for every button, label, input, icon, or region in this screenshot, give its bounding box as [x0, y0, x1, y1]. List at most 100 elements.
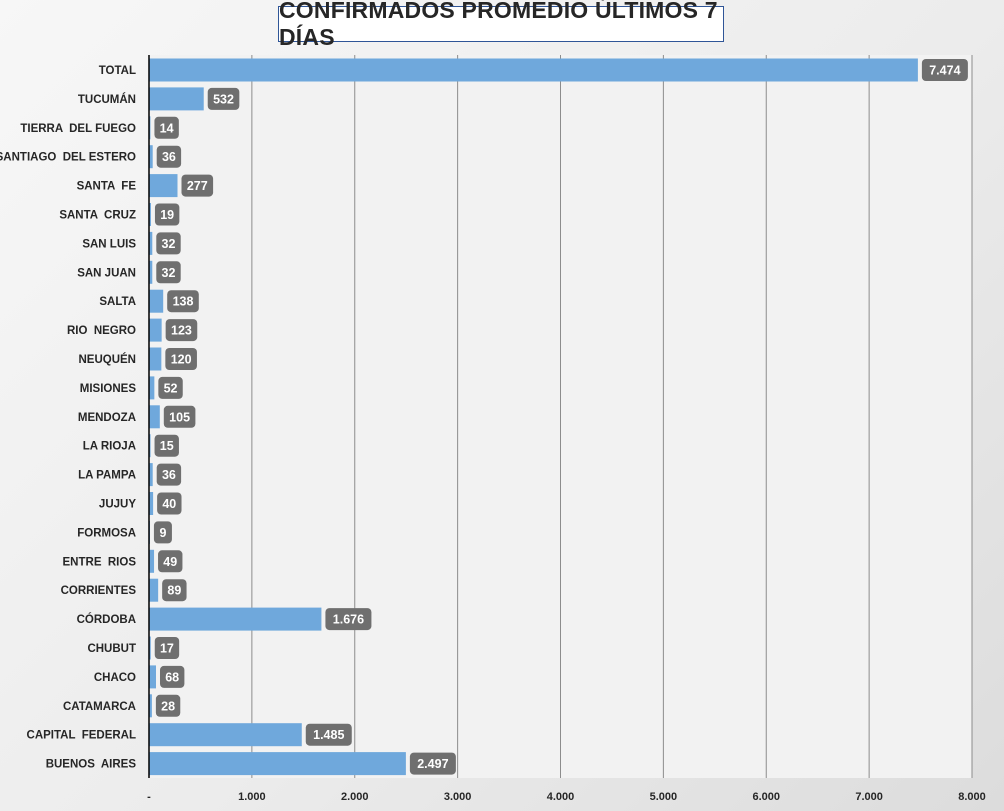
value-label: 52 — [164, 381, 178, 395]
category-label: SAN LUIS — [82, 238, 136, 250]
bar — [149, 174, 178, 198]
bar — [149, 694, 152, 718]
bar — [149, 578, 159, 602]
value-label-box — [157, 492, 182, 515]
value-label: 49 — [163, 555, 177, 569]
category-label: SANTA CRUZ — [59, 210, 136, 222]
x-tick-label: 6.000 — [752, 791, 780, 803]
value-label: 89 — [167, 584, 181, 598]
bar — [149, 463, 153, 487]
value-label-box — [921, 59, 968, 81]
value-label-box — [158, 550, 183, 573]
value-label: 28 — [161, 699, 175, 713]
value-label: 36 — [162, 150, 176, 164]
bar — [149, 87, 204, 111]
bar — [149, 405, 160, 429]
value-label-box — [154, 434, 179, 457]
value-label-box — [167, 290, 199, 313]
category-label: CAPITAL FEDERAL — [27, 730, 136, 742]
bar — [149, 145, 153, 169]
value-label-box — [156, 145, 182, 168]
bar — [149, 434, 151, 458]
bar — [149, 636, 151, 660]
value-label-box — [207, 87, 240, 110]
bar — [149, 723, 302, 747]
value-label: 14 — [160, 121, 174, 135]
category-label: NEUQUÉN — [78, 353, 136, 366]
value-label-box — [153, 521, 172, 544]
value-label-box — [155, 694, 181, 717]
category-label: RIO NEGRO — [67, 325, 136, 337]
value-label: 1.676 — [333, 613, 364, 627]
value-label: 40 — [162, 497, 176, 511]
value-label: 1.485 — [313, 728, 344, 742]
value-label: 532 — [213, 92, 234, 106]
category-label: TOTAL — [99, 65, 136, 77]
x-tick-label: 7.000 — [855, 791, 883, 803]
value-label-box — [154, 637, 180, 659]
value-label: 15 — [160, 439, 174, 453]
value-label-box — [162, 579, 187, 602]
bar — [149, 607, 322, 631]
bar — [149, 289, 164, 313]
bar — [149, 318, 162, 342]
value-label: 120 — [171, 353, 192, 367]
value-label-box — [156, 261, 181, 284]
value-label-box — [409, 752, 456, 775]
x-tick-label: 8.000 — [958, 791, 986, 803]
value-label-box — [163, 405, 196, 428]
value-label: 2.497 — [417, 757, 448, 771]
x-tick-label: 3.000 — [444, 791, 472, 803]
value-label-box — [165, 319, 198, 342]
x-tick-label: - — [147, 791, 151, 803]
bar — [149, 752, 406, 776]
x-tick-label: 5.000 — [650, 791, 678, 803]
bar — [149, 492, 154, 515]
x-tick-label: 2.000 — [341, 791, 369, 803]
bar — [149, 260, 153, 284]
value-label-box — [154, 116, 179, 139]
value-label: 17 — [160, 642, 174, 656]
value-label: 138 — [173, 295, 194, 309]
bar — [149, 203, 151, 226]
value-label: 105 — [169, 410, 190, 424]
category-label: TIERRA DEL FUEGO — [20, 123, 136, 135]
category-label: LA RIOJA — [83, 441, 136, 453]
value-label-box — [181, 174, 214, 197]
value-label-box — [305, 723, 352, 746]
bar — [149, 231, 153, 255]
category-label: BUENOS AIRES — [46, 759, 137, 771]
value-label-box — [154, 203, 180, 226]
category-label: CHUBUT — [87, 643, 136, 655]
value-label: 32 — [162, 266, 176, 280]
value-label: 19 — [160, 208, 174, 222]
bar — [149, 549, 155, 573]
value-label-box — [156, 463, 182, 486]
category-label: CHACO — [94, 672, 136, 684]
category-label: SANTA FE — [77, 181, 137, 193]
category-label: SAN JUAN — [77, 267, 136, 279]
value-label: 9 — [159, 526, 166, 540]
value-label: 7.474 — [929, 64, 960, 78]
bar — [149, 58, 918, 82]
value-label: 277 — [187, 179, 208, 193]
category-label: FORMOSA — [77, 527, 136, 539]
category-label: MISIONES — [80, 383, 137, 395]
category-label: LA PAMPA — [78, 470, 136, 482]
value-label-box — [156, 232, 181, 255]
chart-title: CONFIRMADOS PROMEDIO ÚLTIMOS 7 DÍAS — [278, 0, 724, 50]
category-label: MENDOZA — [78, 412, 136, 424]
value-label-box — [159, 665, 185, 688]
category-label: CORRIENTES — [61, 585, 137, 597]
value-label-box — [158, 376, 183, 399]
value-label: 68 — [165, 670, 179, 684]
bar — [149, 665, 156, 689]
value-label: 32 — [162, 237, 176, 251]
value-label: 36 — [162, 468, 176, 482]
value-label-box — [165, 348, 197, 370]
category-label: CATAMARCA — [63, 701, 136, 713]
value-label: 123 — [171, 324, 192, 338]
category-label: SANTIAGO DEL ESTERO — [0, 152, 136, 164]
